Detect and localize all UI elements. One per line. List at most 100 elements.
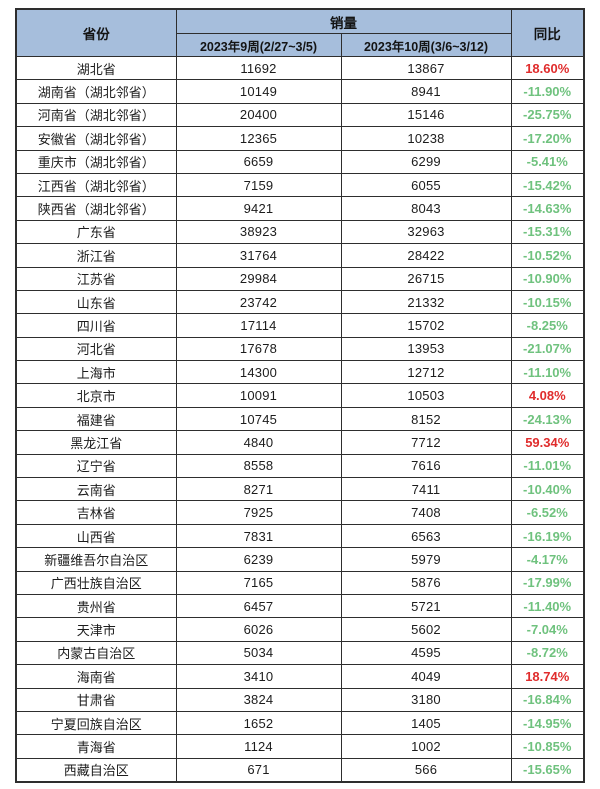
- table-row: 北京市 10091 10503 4.08%: [15, 383, 585, 408]
- table-row: 青海省 1124 1002 -10.85%: [15, 734, 585, 759]
- week10-value: 6299: [340, 149, 512, 174]
- header-sales-group: 销量: [175, 8, 512, 34]
- table-row: 江苏省 29984 26715 -10.90%: [15, 266, 585, 291]
- week10-value: 8152: [340, 406, 512, 432]
- province-cell: 安徽省（湖北邻省）: [15, 126, 177, 151]
- yoy-value: -24.13%: [510, 406, 585, 432]
- header-province: 省份: [15, 8, 177, 57]
- table-row: 山东省 23742 21332 -10.15%: [15, 289, 585, 315]
- province-cell: 重庆市（湖北邻省）: [15, 149, 177, 174]
- week9-value: 3824: [175, 687, 342, 712]
- week9-value: 10149: [175, 79, 342, 104]
- province-cell: 内蒙古自治区: [15, 640, 177, 666]
- week10-value: 21332: [340, 289, 512, 315]
- table-row: 四川省 17114 15702 -8.25%: [15, 313, 585, 338]
- province-cell: 陕西省（湖北邻省）: [15, 196, 177, 221]
- province-cell: 辽宁省: [15, 453, 177, 479]
- week10-value: 8941: [340, 79, 512, 104]
- province-cell: 吉林省: [15, 500, 177, 525]
- week9-value: 1124: [175, 734, 342, 759]
- week10-value: 5876: [340, 570, 512, 595]
- yoy-value: 4.08%: [510, 383, 585, 408]
- week9-value: 17114: [175, 313, 342, 338]
- table-row: 湖北省 11692 13867 18.60%: [15, 55, 585, 81]
- yoy-value: -11.10%: [510, 360, 585, 385]
- table-row: 重庆市（湖北邻省） 6659 6299 -5.41%: [15, 149, 585, 174]
- yoy-value: -6.52%: [510, 500, 585, 525]
- week9-value: 20400: [175, 102, 342, 128]
- week9-value: 7831: [175, 523, 342, 549]
- table-row: 山西省 7831 6563 -16.19%: [15, 523, 585, 549]
- province-cell: 广东省: [15, 219, 177, 245]
- week9-value: 7925: [175, 500, 342, 525]
- yoy-value: -10.90%: [510, 266, 585, 291]
- week9-value: 10091: [175, 383, 342, 408]
- week10-value: 7712: [340, 430, 512, 455]
- province-cell: 西藏自治区: [15, 757, 177, 783]
- week10-value: 5602: [340, 617, 512, 642]
- week9-value: 31764: [175, 243, 342, 268]
- table-header: 省份 销量 同比 2023年9周(2/27~3/5) 2023年10周(3/6~…: [15, 8, 585, 57]
- table-row: 甘肃省 3824 3180 -16.84%: [15, 687, 585, 712]
- province-cell: 浙江省: [15, 243, 177, 268]
- yoy-value: 18.74%: [510, 664, 585, 689]
- table-row: 广东省 38923 32963 -15.31%: [15, 219, 585, 245]
- week10-value: 566: [340, 757, 512, 783]
- province-cell: 湖北省: [15, 55, 177, 81]
- week10-value: 12712: [340, 360, 512, 385]
- week10-value: 7616: [340, 453, 512, 479]
- province-cell: 河北省: [15, 336, 177, 362]
- week9-value: 7165: [175, 570, 342, 595]
- province-cell: 上海市: [15, 360, 177, 385]
- province-cell: 湖南省（湖北邻省）: [15, 79, 177, 104]
- yoy-value: -10.52%: [510, 243, 585, 268]
- province-cell: 北京市: [15, 383, 177, 408]
- week10-value: 4595: [340, 640, 512, 666]
- header-row-top: 省份 销量 同比: [15, 8, 585, 57]
- yoy-value: -10.15%: [510, 289, 585, 315]
- table-row: 黑龙江省 4840 7712 59.34%: [15, 430, 585, 455]
- week10-value: 32963: [340, 219, 512, 245]
- province-cell: 江西省（湖北邻省）: [15, 172, 177, 198]
- province-cell: 云南省: [15, 477, 177, 502]
- week10-value: 26715: [340, 266, 512, 291]
- table-row: 陕西省（湖北邻省） 9421 8043 -14.63%: [15, 196, 585, 221]
- week9-value: 4840: [175, 430, 342, 455]
- table-row: 湖南省（湖北邻省） 10149 8941 -11.90%: [15, 79, 585, 104]
- yoy-value: -14.63%: [510, 196, 585, 221]
- week9-value: 5034: [175, 640, 342, 666]
- table-row: 内蒙古自治区 5034 4595 -8.72%: [15, 640, 585, 666]
- yoy-value: -10.40%: [510, 477, 585, 502]
- week10-value: 1002: [340, 734, 512, 759]
- yoy-value: -11.01%: [510, 453, 585, 479]
- province-cell: 海南省: [15, 664, 177, 689]
- yoy-value: -14.95%: [510, 710, 585, 736]
- yoy-value: -11.40%: [510, 593, 585, 619]
- province-cell: 黑龙江省: [15, 430, 177, 455]
- yoy-value: 59.34%: [510, 430, 585, 455]
- yoy-value: -8.25%: [510, 313, 585, 338]
- week10-value: 10238: [340, 126, 512, 151]
- week9-value: 17678: [175, 336, 342, 362]
- table-row: 云南省 8271 7411 -10.40%: [15, 477, 585, 502]
- week10-value: 28422: [340, 243, 512, 268]
- province-cell: 宁夏回族自治区: [15, 710, 177, 736]
- table-row: 上海市 14300 12712 -11.10%: [15, 360, 585, 385]
- table-row: 辽宁省 8558 7616 -11.01%: [15, 453, 585, 479]
- week9-value: 3410: [175, 664, 342, 689]
- yoy-value: -15.42%: [510, 172, 585, 198]
- week9-value: 9421: [175, 196, 342, 221]
- table-row: 天津市 6026 5602 -7.04%: [15, 617, 585, 642]
- week10-value: 13867: [340, 55, 512, 81]
- week9-value: 10745: [175, 406, 342, 432]
- province-cell: 天津市: [15, 617, 177, 642]
- yoy-value: -16.84%: [510, 687, 585, 712]
- yoy-value: -16.19%: [510, 523, 585, 549]
- yoy-value: 18.60%: [510, 55, 585, 81]
- yoy-value: -15.65%: [510, 757, 585, 783]
- table-row: 广西壮族自治区 7165 5876 -17.99%: [15, 570, 585, 595]
- week10-value: 3180: [340, 687, 512, 712]
- yoy-value: -5.41%: [510, 149, 585, 174]
- week10-value: 15146: [340, 102, 512, 128]
